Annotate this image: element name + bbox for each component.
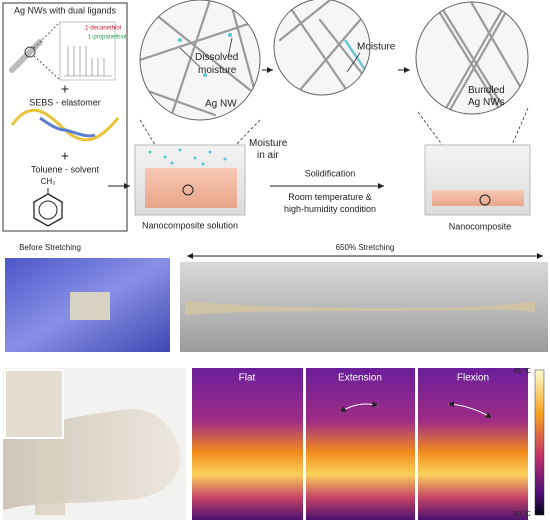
- scale-label: 20 °C: [513, 510, 531, 518]
- callout: moisture: [198, 65, 237, 76]
- nanowire-icon: [9, 21, 116, 81]
- color-scale: [534, 369, 545, 516]
- thermal-image: [192, 368, 303, 520]
- ligand-label: 1-decanethiol: [85, 26, 121, 32]
- pointer: [179, 47, 201, 68]
- pointer: [346, 52, 361, 73]
- callout: Ag NW: [205, 99, 237, 110]
- state-label: Extension: [338, 373, 382, 384]
- callout: Dissolved: [195, 52, 238, 63]
- text-line: Room temperature &: [288, 192, 372, 202]
- thermal-image: [306, 368, 415, 520]
- photo-caption: Before Stretching: [19, 243, 81, 252]
- callout: Bundled: [468, 85, 505, 96]
- ingredient-label: Toluene - solvent: [31, 164, 100, 174]
- photo-caption: 650% Stretching: [336, 243, 395, 252]
- text-line: Moisture: [249, 138, 288, 149]
- text-line: moisture: [198, 65, 237, 76]
- ingredient-label: SEBS - elastomer: [29, 97, 101, 107]
- polymer-chain: [39, 116, 96, 138]
- zoom-outline: [415, 1, 529, 115]
- zoom-marker: [182, 184, 194, 196]
- sensor: [35, 430, 65, 515]
- plus: +: [61, 148, 69, 164]
- zoom-bundled: [416, 2, 528, 114]
- moisture-dots: [148, 148, 227, 166]
- process-step: Solidification: [305, 168, 356, 178]
- callout: Ag NWs: [468, 97, 505, 108]
- zoom-marker: [479, 194, 491, 206]
- motion-arrow: [339, 401, 379, 413]
- callout: Moisture: [249, 138, 288, 149]
- text-line: Bundled: [468, 85, 505, 96]
- state-label: Flexion: [457, 373, 489, 384]
- solution-layer: [145, 168, 237, 208]
- text-line: Ag NWs: [468, 97, 505, 108]
- scale-label: 45 °C: [513, 367, 531, 375]
- process-condition: Room temperature &: [288, 192, 372, 202]
- zoom-dissolved: [140, 0, 260, 120]
- inset-photo: [4, 369, 64, 439]
- zoom-outline: [273, 0, 371, 96]
- thermal-image: [418, 368, 528, 520]
- ingredients-title: Ag NWs with dual ligands: [14, 5, 117, 15]
- stage-label: Nanocomposite: [449, 221, 512, 231]
- stage-label: Nanocomposite solution: [142, 220, 238, 230]
- plus: +: [61, 81, 69, 97]
- process-condition: high-humidity condition: [284, 204, 376, 214]
- pointer: [227, 37, 233, 58]
- product-layer: [432, 190, 524, 206]
- text-line: high-humidity condition: [284, 204, 376, 214]
- text-line: Dissolved: [195, 52, 238, 63]
- callout: in air: [257, 150, 279, 161]
- benzene: [33, 188, 63, 227]
- motion-arrow: [447, 401, 493, 419]
- zoom-outline: [139, 0, 261, 121]
- ligand-label: 1-propanethiol: [88, 35, 126, 41]
- sample: [70, 292, 110, 320]
- callout: Moisture: [357, 42, 396, 53]
- state-label: Flat: [239, 373, 256, 384]
- methyl-label: CH₃: [41, 177, 56, 186]
- text-line: in air: [257, 150, 279, 161]
- sample: [185, 301, 535, 315]
